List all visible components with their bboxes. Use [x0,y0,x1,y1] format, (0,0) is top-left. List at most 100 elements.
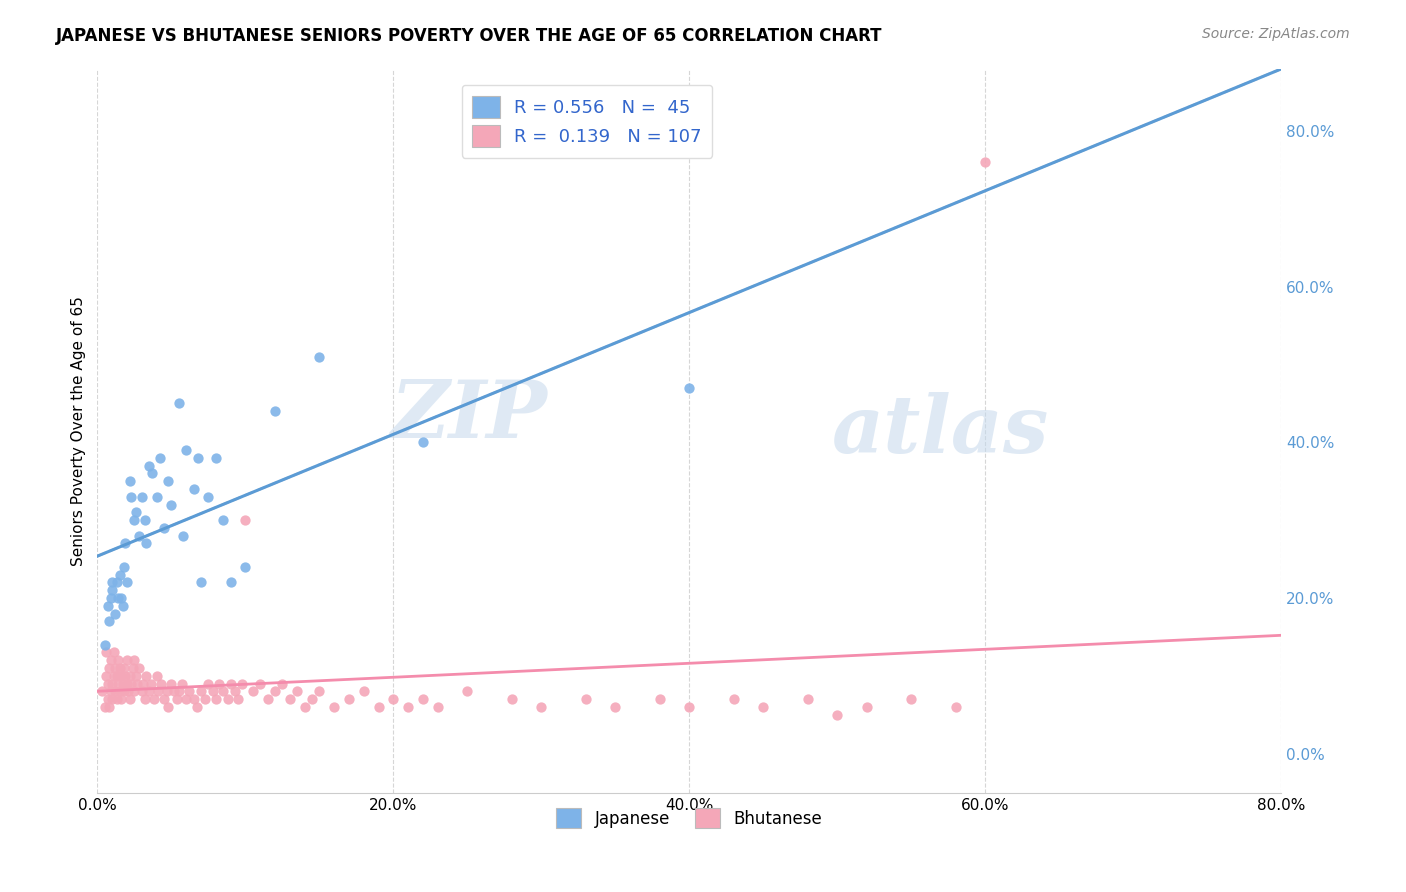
Point [111,599,134,613]
Point [723,692,745,706]
Point [212,684,235,698]
Point [231,676,253,690]
Text: JAPANESE VS BHUTANESE SENIORS POVERTY OVER THE AGE OF 65 CORRELATION CHART: JAPANESE VS BHUTANESE SENIORS POVERTY OV… [56,27,883,45]
Point [337,692,360,706]
Point [323,700,346,714]
Point [107,591,129,605]
Point [107,676,129,690]
Point [308,684,330,698]
Point [96,669,118,683]
Point [112,661,135,675]
Point [157,474,180,488]
Point [115,575,138,590]
Point [128,661,150,675]
Point [648,692,671,706]
Point [120,676,142,690]
Point [186,700,208,714]
Point [101,575,124,590]
Point [138,458,160,473]
Point [139,676,162,690]
Point [98,700,121,714]
Point [945,700,967,714]
Point [367,700,389,714]
Point [103,669,125,683]
Point [118,669,141,683]
Point [100,591,122,605]
Point [142,692,165,706]
Point [157,700,180,714]
Legend: Japanese, Bhutanese: Japanese, Bhutanese [550,801,830,835]
Point [226,692,249,706]
Point [271,676,294,690]
Point [242,684,264,698]
Point [104,661,127,675]
Point [197,676,219,690]
Point [124,653,146,667]
Point [166,692,188,706]
Point [856,700,879,714]
Point [235,559,257,574]
Point [115,653,138,667]
Point [217,692,239,706]
Point [100,684,122,698]
Point [125,505,148,519]
Point [134,513,156,527]
Point [135,669,157,683]
Point [112,684,135,698]
Point [135,536,157,550]
Point [160,498,183,512]
Point [150,676,173,690]
Point [190,575,212,590]
Point [301,692,323,706]
Point [204,450,226,465]
Point [163,684,186,698]
Point [678,381,700,395]
Point [131,684,153,698]
Point [148,450,170,465]
Point [235,513,257,527]
Point [219,575,242,590]
Point [141,467,163,481]
Point [110,591,132,605]
Point [160,676,183,690]
Point [105,669,128,683]
Point [224,684,246,698]
Point [426,700,449,714]
Point [530,700,553,714]
Point [172,529,194,543]
Point [118,474,141,488]
Point [412,692,434,706]
Point [98,615,121,629]
Point [219,676,242,690]
Point [249,676,271,690]
Point [974,155,997,169]
Point [278,692,301,706]
Point [501,692,523,706]
Point [103,646,125,660]
Point [110,692,132,706]
Point [124,684,146,698]
Point [97,676,120,690]
Point [605,700,627,714]
Point [118,692,141,706]
Point [575,692,598,706]
Point [98,661,121,675]
Point [456,684,478,698]
Point [94,638,117,652]
Point [104,684,127,698]
Point [128,529,150,543]
Point [285,684,308,698]
Point [153,521,176,535]
Point [138,684,160,698]
Point [170,676,193,690]
Point [108,567,131,582]
Point [110,669,132,683]
Point [111,676,134,690]
Point [101,583,124,598]
Point [108,684,131,698]
Point [208,676,231,690]
Point [114,536,136,550]
Point [117,684,139,698]
Point [146,684,169,698]
Point [294,700,316,714]
